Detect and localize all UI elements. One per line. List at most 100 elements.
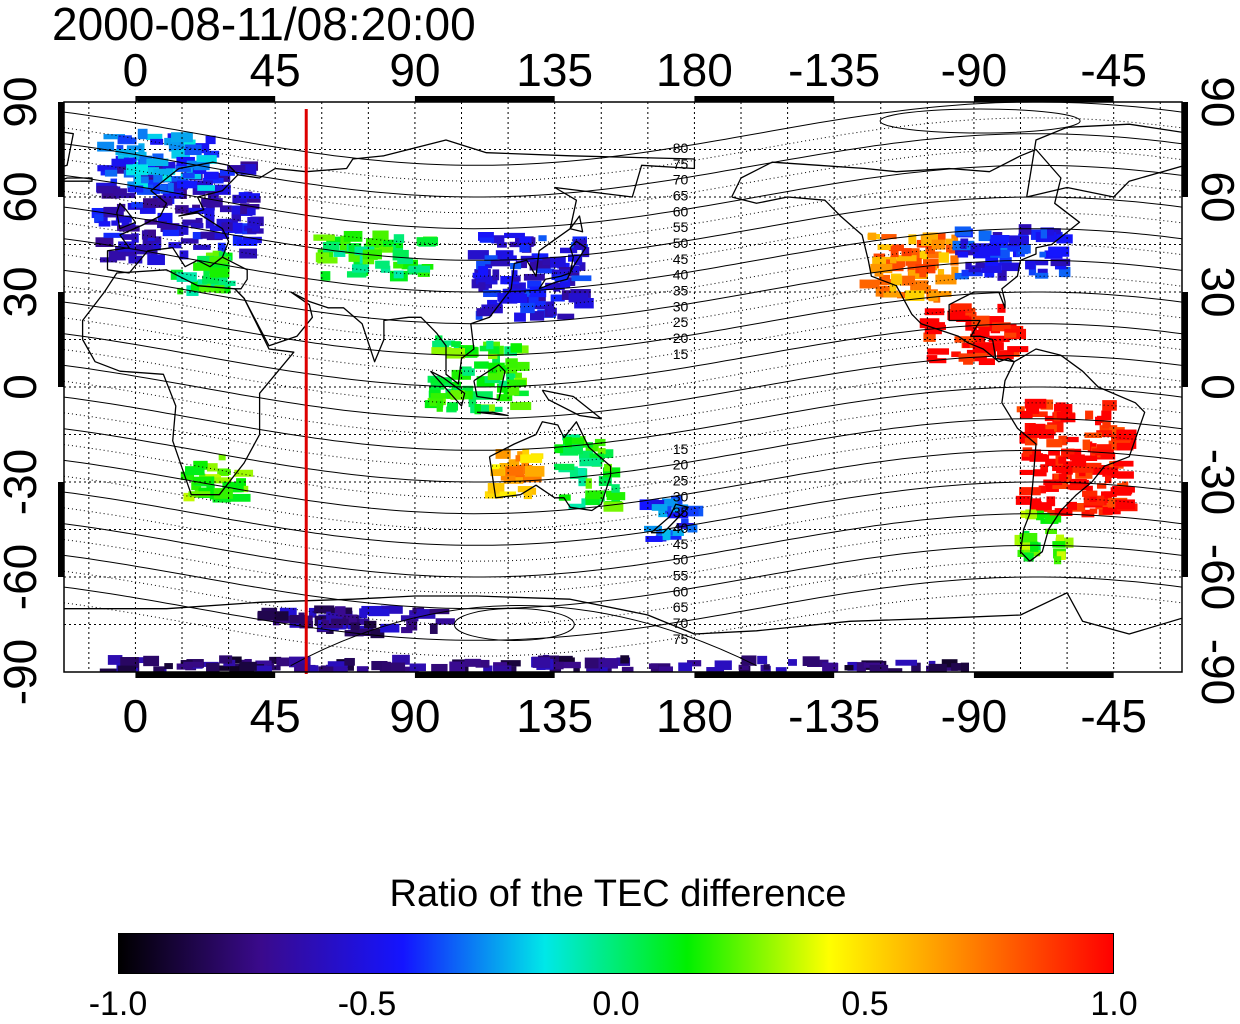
data-cell <box>146 179 160 187</box>
coastline <box>569 215 584 233</box>
data-cell <box>478 282 486 293</box>
data-cell <box>928 663 947 672</box>
data-cell <box>1008 235 1029 247</box>
data-cell <box>296 663 311 671</box>
y-tick-label-left: -30 <box>0 449 46 515</box>
data-cell <box>231 214 241 222</box>
data-cell <box>247 208 256 216</box>
data-cell <box>950 303 972 314</box>
coastline <box>222 139 696 385</box>
data-cell <box>604 463 612 472</box>
data-cell <box>192 231 203 240</box>
data-cell <box>574 297 594 309</box>
data-cell <box>558 494 571 501</box>
data-cell <box>1027 260 1049 266</box>
colorbar-tick-label: 0.0 <box>592 985 640 1023</box>
data-cell <box>212 250 222 259</box>
coastline <box>116 202 137 230</box>
data-cell <box>1074 460 1081 471</box>
data-cell <box>553 282 561 292</box>
data-cell <box>500 660 521 667</box>
data-cell <box>500 473 516 481</box>
data-cell <box>554 463 575 471</box>
data-cell <box>1056 234 1073 244</box>
frame-segment <box>694 672 835 678</box>
data-cell <box>257 610 276 621</box>
data-cell <box>890 275 903 286</box>
data-cell <box>914 280 929 291</box>
data-cell <box>914 250 930 260</box>
data-cell <box>131 202 143 208</box>
data-cell <box>859 279 880 289</box>
data-cell <box>1095 503 1112 510</box>
data-cell <box>1038 485 1047 494</box>
data-cell <box>678 506 699 517</box>
data-cell <box>775 667 787 672</box>
data-cell <box>1017 549 1030 558</box>
data-cell <box>907 265 920 272</box>
data-cell <box>594 438 606 447</box>
data-cell <box>542 257 558 266</box>
data-cell <box>512 275 521 282</box>
x-tick-label-top: 45 <box>250 44 301 96</box>
contour-label: 75 <box>673 631 689 647</box>
data-cell <box>207 190 219 199</box>
data-cell <box>180 471 195 481</box>
frame-segment <box>1182 292 1188 387</box>
data-cell <box>1029 454 1050 462</box>
frame-segment <box>58 482 64 577</box>
data-cell <box>209 225 223 232</box>
data-cell <box>490 469 505 477</box>
data-cell <box>167 182 174 193</box>
contour-line <box>64 592 1182 657</box>
y-tick-label-right: 0 <box>1192 374 1240 400</box>
contour-label: 50 <box>673 552 689 568</box>
data-cell <box>483 665 493 672</box>
data-cell <box>1054 263 1067 270</box>
data-cell <box>186 207 207 214</box>
data-cell <box>506 373 514 381</box>
data-cell <box>210 262 230 273</box>
data-cell <box>157 212 173 224</box>
data-cell <box>107 655 123 665</box>
data-cell <box>1019 433 1029 444</box>
data-cell <box>205 135 216 145</box>
data-cell <box>922 232 938 243</box>
data-cell <box>919 267 927 278</box>
data-cell <box>416 609 436 619</box>
data-cell <box>111 220 119 226</box>
contour-line <box>64 576 1182 641</box>
contour-line <box>64 259 1182 325</box>
data-cell <box>563 437 585 448</box>
data-cell <box>385 662 406 672</box>
contour-line <box>64 212 1182 277</box>
data-cell <box>971 329 990 338</box>
contour-loop <box>290 605 757 667</box>
data-cell <box>397 257 413 265</box>
data-cell <box>872 256 892 266</box>
data-cell <box>164 663 173 670</box>
data-cell <box>1058 456 1067 464</box>
data-cell <box>565 436 572 448</box>
data-cell <box>362 249 383 260</box>
contour-label: 65 <box>673 188 689 204</box>
data-cell <box>963 358 973 365</box>
data-cell <box>961 342 984 349</box>
data-cell <box>870 263 893 274</box>
data-cell <box>153 183 160 195</box>
data-cell <box>393 234 405 244</box>
data-cell <box>206 463 218 472</box>
data-cell <box>497 242 507 248</box>
data-cell <box>177 224 189 235</box>
data-cell <box>200 231 218 239</box>
data-cell <box>94 214 104 223</box>
data-cell <box>116 145 124 152</box>
data-cell <box>397 666 419 672</box>
data-cell <box>571 275 592 282</box>
data-cell <box>896 255 917 262</box>
data-cell <box>1019 245 1031 254</box>
data-cell <box>1092 448 1100 455</box>
x-tick-label-top: -135 <box>788 44 880 96</box>
data-cell <box>606 492 626 501</box>
data-cell <box>487 349 498 359</box>
